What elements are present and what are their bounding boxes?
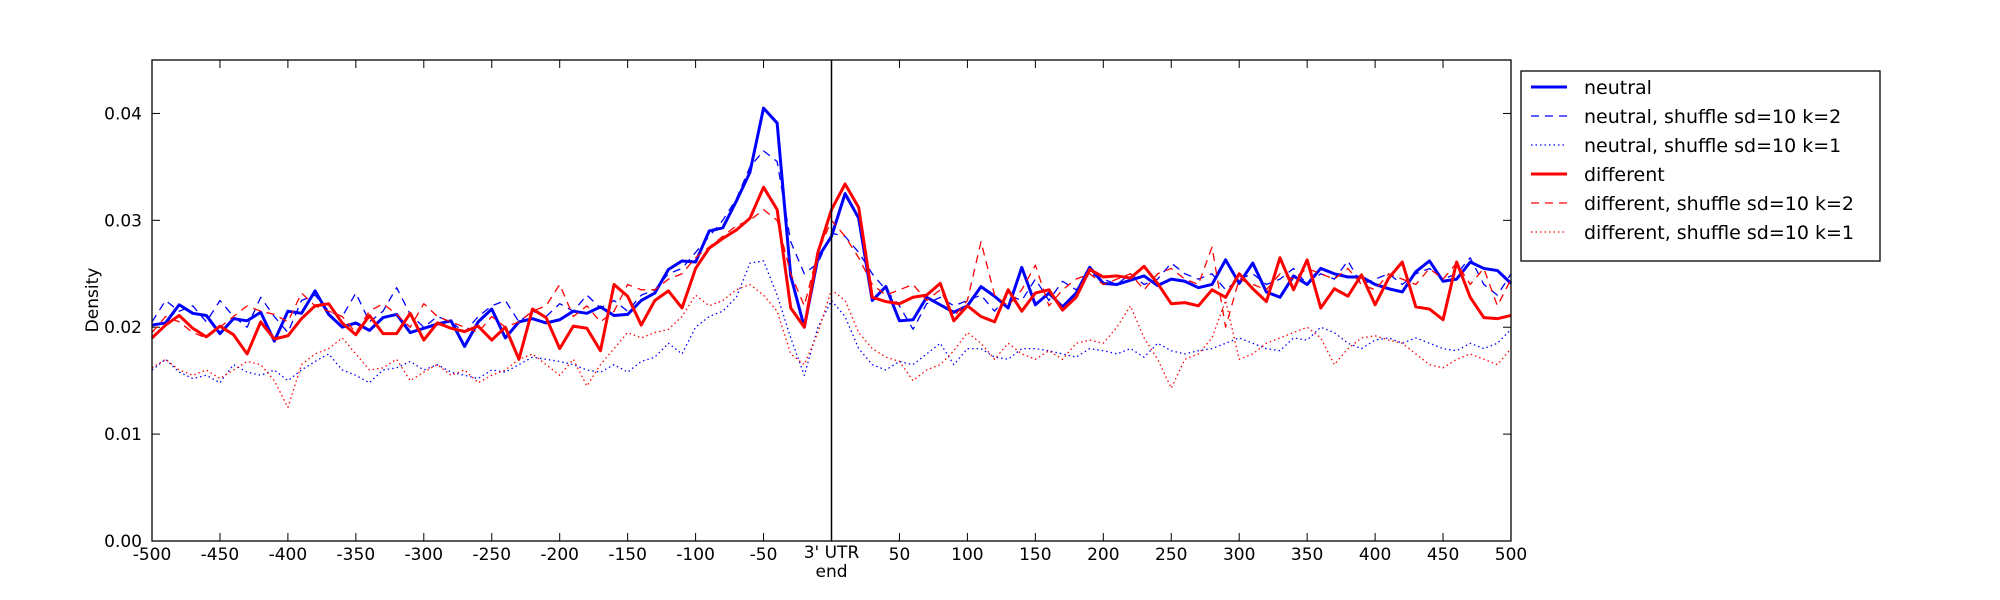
x-tick-label: -150 — [608, 545, 647, 565]
legend-label: neutral, shuffle sd=10 k=2 — [1584, 106, 1841, 128]
x-tick-label: 100 — [951, 545, 983, 565]
x-tick-label: 150 — [1019, 545, 1051, 565]
x-tick-label: 50 — [889, 545, 911, 565]
x-tick-label: 250 — [1155, 545, 1187, 565]
x-tick-label-text: 3' UTR end — [803, 544, 860, 582]
x-tick-label: 200 — [1087, 545, 1119, 565]
legend-label: different — [1584, 164, 1665, 186]
x-tick-label: -100 — [676, 545, 715, 565]
legend-label: neutral, shuffle sd=10 k=1 — [1584, 135, 1841, 157]
x-tick-label: -400 — [269, 545, 308, 565]
legend-label: different, shuffle sd=10 k=1 — [1584, 222, 1854, 244]
x-tick-label: -300 — [405, 545, 444, 565]
x-tick-label: 3' UTR end — [803, 544, 860, 582]
x-tick-label: 300 — [1223, 545, 1255, 565]
x-tick-label: 500 — [1495, 545, 1527, 565]
y-tick-label: 0.03 — [104, 211, 142, 231]
legend-label: different, shuffle sd=10 k=2 — [1584, 193, 1854, 215]
legend-label: neutral — [1584, 77, 1652, 99]
x-tick-label: -350 — [337, 545, 376, 565]
y-axis-label: Density — [83, 268, 103, 333]
y-tick-label: 0.04 — [104, 104, 142, 124]
x-tick-label: 450 — [1427, 545, 1459, 565]
x-tick-label: -200 — [540, 545, 579, 565]
legend-box — [1520, 70, 1881, 262]
x-tick-label: 350 — [1291, 545, 1323, 565]
x-tick-label: -500 — [133, 545, 172, 565]
x-tick-label: 400 — [1359, 545, 1391, 565]
y-tick-label: 0.00 — [104, 532, 142, 552]
x-tick-label: -50 — [750, 545, 778, 565]
y-tick-label: 0.01 — [104, 425, 142, 445]
x-tick-label: -450 — [201, 545, 240, 565]
plot-frame — [151, 59, 1512, 542]
y-tick-label: 0.02 — [104, 318, 142, 338]
x-tick-label: -250 — [472, 545, 511, 565]
